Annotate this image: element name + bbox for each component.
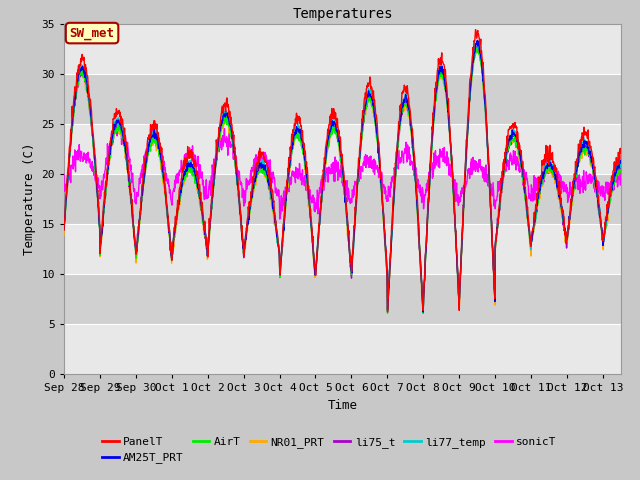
Text: SW_met: SW_met bbox=[70, 26, 115, 39]
AirT bbox=[419, 311, 427, 316]
sonicT bbox=[60, 172, 68, 178]
AirT bbox=[296, 134, 304, 140]
AM25T_PRT bbox=[617, 157, 625, 163]
Line: NR01_PRT: NR01_PRT bbox=[64, 45, 621, 313]
li77_temp bbox=[318, 194, 326, 200]
AirT bbox=[377, 180, 385, 185]
AM25T_PRT bbox=[103, 176, 111, 182]
li77_temp bbox=[377, 178, 385, 184]
Line: PanelT: PanelT bbox=[64, 30, 621, 312]
li77_temp bbox=[384, 310, 392, 316]
li77_temp bbox=[617, 161, 625, 167]
NR01_PRT bbox=[384, 311, 392, 316]
li77_temp bbox=[126, 176, 134, 182]
Title: Temperatures: Temperatures bbox=[292, 8, 393, 22]
sonicT bbox=[103, 162, 111, 168]
PanelT bbox=[126, 181, 134, 187]
sonicT bbox=[276, 216, 284, 222]
NR01_PRT bbox=[617, 166, 625, 172]
li75_t bbox=[103, 175, 111, 181]
li75_t bbox=[617, 159, 625, 165]
AM25T_PRT bbox=[308, 226, 316, 231]
AirT bbox=[308, 229, 316, 235]
PanelT bbox=[377, 176, 385, 182]
Bar bbox=[64, 124, 621, 174]
li77_temp bbox=[308, 230, 316, 236]
AirT bbox=[126, 186, 134, 192]
Bar bbox=[64, 74, 621, 124]
PanelT bbox=[384, 309, 392, 315]
Line: li75_t: li75_t bbox=[64, 45, 621, 312]
X-axis label: Time: Time bbox=[328, 399, 357, 412]
li75_t bbox=[377, 176, 385, 181]
li75_t bbox=[308, 231, 316, 237]
Bar bbox=[64, 274, 621, 324]
li75_t bbox=[318, 194, 326, 200]
AM25T_PRT bbox=[318, 191, 326, 196]
li75_t bbox=[126, 188, 134, 194]
PanelT bbox=[617, 145, 625, 151]
NR01_PRT bbox=[318, 199, 326, 204]
PanelT bbox=[308, 224, 316, 230]
NR01_PRT bbox=[296, 139, 304, 145]
Bar bbox=[64, 324, 621, 374]
AM25T_PRT bbox=[60, 227, 68, 233]
NR01_PRT bbox=[377, 180, 385, 185]
Legend: PanelT, AM25T_PRT, AirT, NR01_PRT, li75_t, li77_temp, sonicT: PanelT, AM25T_PRT, AirT, NR01_PRT, li75_… bbox=[97, 432, 561, 468]
AirT bbox=[617, 168, 625, 174]
PanelT bbox=[60, 227, 68, 233]
AirT bbox=[103, 176, 111, 182]
Line: AirT: AirT bbox=[64, 48, 621, 313]
li75_t bbox=[60, 224, 68, 229]
sonicT bbox=[617, 171, 625, 177]
NR01_PRT bbox=[308, 231, 316, 237]
AM25T_PRT bbox=[126, 182, 134, 188]
AirT bbox=[318, 195, 326, 201]
sonicT bbox=[297, 171, 305, 177]
li77_temp bbox=[296, 127, 304, 132]
sonicT bbox=[378, 169, 385, 175]
AM25T_PRT bbox=[377, 179, 385, 184]
PanelT bbox=[472, 27, 479, 33]
Bar bbox=[64, 174, 621, 224]
li77_temp bbox=[473, 39, 481, 45]
li77_temp bbox=[103, 174, 111, 180]
AM25T_PRT bbox=[419, 309, 427, 315]
li75_t bbox=[419, 310, 427, 315]
PanelT bbox=[318, 186, 326, 192]
Bar bbox=[64, 24, 621, 74]
Y-axis label: Temperature (C): Temperature (C) bbox=[23, 143, 36, 255]
PanelT bbox=[296, 118, 304, 124]
Line: AM25T_PRT: AM25T_PRT bbox=[64, 40, 621, 312]
sonicT bbox=[111, 120, 119, 126]
NR01_PRT bbox=[126, 184, 134, 190]
AM25T_PRT bbox=[296, 130, 304, 135]
li75_t bbox=[475, 42, 483, 48]
AM25T_PRT bbox=[474, 37, 481, 43]
sonicT bbox=[319, 172, 326, 178]
NR01_PRT bbox=[103, 180, 111, 186]
li75_t bbox=[296, 138, 304, 144]
NR01_PRT bbox=[473, 42, 481, 48]
li77_temp bbox=[60, 227, 68, 232]
NR01_PRT bbox=[60, 232, 68, 238]
AirT bbox=[473, 45, 481, 51]
sonicT bbox=[308, 199, 316, 205]
AirT bbox=[60, 225, 68, 231]
Bar bbox=[64, 224, 621, 274]
Line: sonicT: sonicT bbox=[64, 123, 621, 219]
PanelT bbox=[103, 167, 111, 172]
sonicT bbox=[126, 166, 134, 171]
Line: li77_temp: li77_temp bbox=[64, 42, 621, 313]
